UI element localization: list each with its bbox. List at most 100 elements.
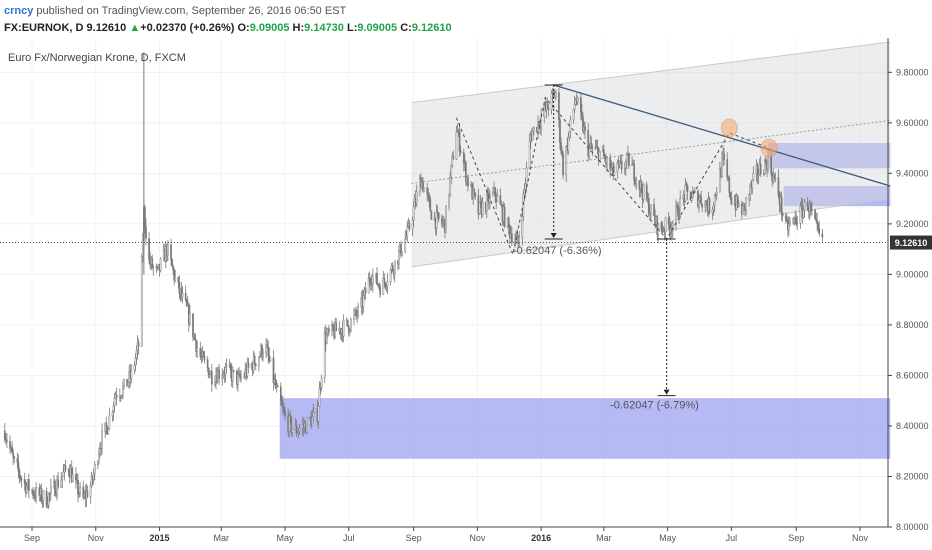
x-tick-label: 2016 [531, 533, 551, 543]
candle-body [462, 152, 465, 164]
candle-body [408, 223, 411, 230]
candle-body [715, 191, 718, 196]
candle-body [742, 205, 744, 215]
candle-body [393, 260, 396, 275]
candle-body [528, 140, 531, 169]
candle-body [521, 216, 524, 238]
publish-info: published on TradingView.com, September … [36, 5, 347, 17]
candle-body [697, 190, 699, 207]
candle-body [267, 346, 270, 357]
candle-body [18, 470, 21, 477]
candle-body [247, 362, 250, 368]
candle-body [458, 130, 461, 152]
candle-body [561, 150, 563, 155]
candle-body [815, 218, 817, 221]
candle-body [624, 161, 627, 169]
candle-body [616, 162, 619, 173]
candle-body [757, 174, 760, 176]
close-label: C: [400, 22, 412, 34]
candle-body [136, 342, 139, 352]
candle-body [789, 221, 791, 225]
candle-body [288, 415, 291, 432]
candle-body [672, 222, 674, 232]
candle-body [430, 210, 433, 220]
author-link[interactable]: crncy [4, 5, 34, 17]
time-axis[interactable]: Sep Nov 2015 Mar May Jul Sep Nov 2016 Mar May Jul Se… [24, 527, 869, 543]
candle-body [89, 485, 92, 498]
candle-body [712, 204, 715, 210]
candle-body [170, 244, 172, 260]
x-tick-label: Jul [343, 533, 355, 543]
candle-body [713, 194, 716, 206]
candle-body [276, 385, 279, 388]
candle-body [224, 366, 227, 376]
x-tick-label: Mar [596, 533, 612, 543]
candle-body [700, 196, 702, 205]
candle-body [698, 200, 700, 207]
candle-body [104, 422, 107, 432]
candle-body [587, 130, 590, 156]
candle-body [811, 209, 813, 211]
candle-body [296, 432, 299, 434]
candle-body [609, 157, 611, 170]
candle-body [426, 187, 429, 195]
candle-body [737, 203, 740, 207]
candle-body [582, 116, 584, 132]
candle-body [729, 192, 732, 198]
candle-body [677, 205, 679, 217]
candle-body [728, 177, 731, 193]
candle-body [580, 97, 582, 113]
candle-body [442, 221, 444, 224]
y-tick-label: 8.20000 [896, 471, 929, 481]
candle-body [350, 319, 352, 331]
x-tick-label: May [659, 533, 677, 543]
candle-body [16, 458, 19, 463]
candle-body [689, 191, 692, 201]
candle-body [64, 465, 67, 471]
candle-body [398, 250, 400, 265]
candle-body [90, 475, 93, 487]
candle-body [28, 479, 30, 491]
candle-body [573, 104, 576, 110]
candle-body [606, 157, 608, 165]
measure-label: -0.62047 (-6.36%) [513, 245, 602, 257]
candle-body [378, 284, 380, 288]
last-price: 9.12610 [86, 22, 127, 34]
candle-body [814, 209, 816, 220]
candle-body [719, 168, 721, 193]
candle-body [660, 223, 663, 229]
high-label: H: [292, 22, 305, 34]
candle-body [391, 265, 394, 271]
candle-body [478, 201, 481, 214]
candle-body [167, 244, 169, 256]
candle-body [178, 282, 181, 294]
candle-body [635, 180, 638, 184]
candle-body [311, 416, 314, 427]
change-up-icon: ▲ [129, 22, 141, 34]
candle-body [765, 160, 767, 163]
candle-body [174, 276, 177, 281]
candle-body [799, 205, 802, 224]
candle-body [546, 101, 549, 109]
support-zone [783, 185, 891, 207]
candle-body [764, 160, 766, 175]
candle-body [558, 92, 560, 120]
candle-body [642, 184, 645, 200]
candle-body [511, 233, 513, 243]
current-price-tag [890, 235, 932, 250]
resistance-trendline [553, 84, 891, 187]
candle-body [514, 241, 516, 243]
change-value: +0.02370 (+0.26%) [140, 22, 235, 34]
candle-body [792, 218, 794, 223]
price-axis[interactable]: 8.00000 8.20000 8.40000 8.60000 8.80000 9.000… [888, 67, 932, 532]
open-value: 9.09005 [249, 22, 290, 34]
y-tick-label: 8.80000 [896, 320, 929, 330]
candle-body [148, 238, 150, 260]
candle-body [415, 191, 418, 204]
candle-body [325, 333, 328, 344]
candle-body [57, 479, 59, 488]
candle-body [678, 215, 680, 218]
candle-body [803, 201, 806, 211]
symbol-label[interactable]: FX:EURNOK, D [4, 22, 84, 34]
